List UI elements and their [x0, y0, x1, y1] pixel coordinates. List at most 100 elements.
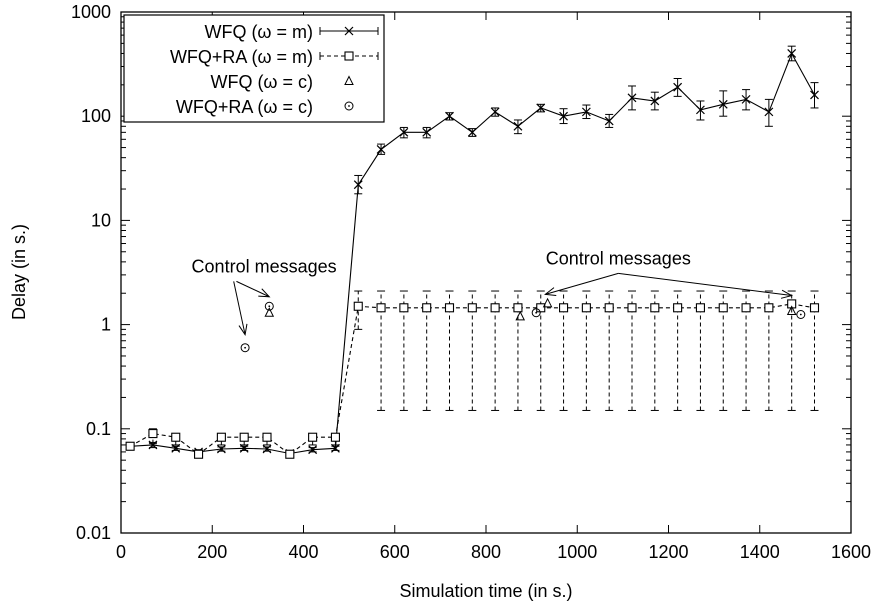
point-wfqra-m	[262, 432, 272, 442]
legend-label-wfq-c: WFQ (ω = c)	[210, 72, 313, 92]
errorbar-wfq-m	[764, 98, 773, 127]
y-axis-title: Delay (in s.)	[9, 224, 29, 320]
y-tick-label: 0.01	[76, 523, 111, 543]
point-wfqra-m	[559, 303, 569, 313]
legend-marker-wfq-m	[344, 26, 354, 36]
point-wfq-m	[559, 111, 568, 121]
x-tick-label: 0	[116, 542, 126, 562]
y-tick-label: 1	[101, 315, 111, 335]
point-wfq-m	[353, 180, 363, 190]
point-wfq-m	[399, 127, 409, 137]
point-wfqra-m	[148, 429, 158, 439]
x-tick-label: 800	[471, 542, 501, 562]
point-wfqra-m	[308, 432, 318, 442]
point-wfqra-m	[376, 303, 386, 313]
point-wfq-m	[604, 116, 614, 126]
legend: WFQ (ω = m) WFQ+RA (ω = m) WFQ (ω = c) W…	[123, 14, 385, 123]
legend-marker-wfqra-c	[344, 101, 354, 111]
point-wfq-m	[262, 444, 272, 454]
point-wfq-m	[627, 93, 637, 103]
point-wfqra-c	[240, 343, 250, 353]
point-wfqra-m	[171, 432, 181, 442]
series-wfq-m	[125, 45, 819, 458]
x-tick-label: 1000	[557, 542, 597, 562]
point-wfq-m	[239, 443, 249, 453]
x-tick-label: 1400	[740, 542, 780, 562]
annotation-arrow	[233, 281, 248, 337]
point-wfqra-m	[650, 303, 660, 313]
point-wfq-m	[581, 107, 591, 117]
errorbar-wfqra-m	[354, 290, 363, 330]
point-wfqra-m	[787, 299, 797, 309]
legend-box	[123, 14, 385, 123]
point-wfq-m	[445, 111, 454, 121]
legend-label-wfqra-c: WFQ+RA (ω = c)	[176, 97, 313, 117]
x-tick-label: 600	[380, 542, 410, 562]
x-tick-label: 400	[288, 542, 318, 562]
point-wfq-m	[787, 49, 797, 58]
y-tick-label: 0.1	[86, 419, 111, 439]
point-wfq-c	[786, 305, 797, 316]
point-wfq-m	[513, 121, 523, 131]
annotation-label: Control messages	[546, 248, 691, 268]
annotation-arrow	[544, 272, 619, 296]
point-wfq-m	[536, 103, 546, 113]
point-wfqra-m	[422, 303, 432, 313]
legend-marker-wfq-c	[344, 75, 354, 85]
point-wfqra-m	[239, 432, 249, 442]
point-wfqra-m	[718, 303, 728, 313]
y-tick-label: 100	[81, 106, 111, 126]
point-wfq-m	[171, 443, 181, 453]
point-wfq-m	[741, 94, 751, 104]
point-wfq-c	[515, 310, 526, 321]
annotation-layer: Control messages Control messages	[192, 248, 794, 337]
point-wfqra-m	[444, 303, 455, 313]
point-wfqra-m	[695, 303, 705, 313]
legend-key-wfqra-m	[319, 51, 379, 61]
point-wfq-m	[490, 107, 500, 117]
point-wfq-m	[331, 443, 340, 453]
axis-ticks: 0 200 400 600 800 1000 1200 1400 1600 0.01 0.1 1 10 1…	[71, 2, 871, 562]
errorbar-wfqra-m	[787, 290, 796, 411]
point-wfq-m	[650, 96, 660, 106]
point-wfqra-m	[399, 303, 409, 313]
point-wfqra-m	[764, 303, 774, 313]
point-wfqra-c	[264, 301, 274, 311]
point-wfq-m	[467, 127, 477, 137]
point-wfq-m	[696, 105, 705, 115]
point-wfq-m	[308, 445, 318, 455]
point-wfqra-m	[285, 449, 295, 459]
point-wfq-m	[216, 444, 226, 454]
y-tick-label: 10	[91, 210, 111, 230]
point-wfq-m	[422, 127, 432, 137]
point-wfq-m	[673, 82, 683, 92]
point-wfqra-m	[673, 303, 683, 313]
x-tick-label: 1600	[831, 542, 871, 562]
point-wfq-m	[810, 90, 819, 100]
point-wfqra-c	[796, 310, 806, 320]
point-wfqra-m	[467, 303, 477, 313]
x-tick-label: 1200	[648, 542, 688, 562]
point-wfqra-m	[194, 449, 204, 459]
annotation-label: Control messages	[192, 256, 337, 276]
point-wfq-c	[542, 297, 553, 308]
point-wfq-m	[148, 440, 158, 450]
point-wfqra-m	[741, 303, 751, 313]
x-axis-title: Simulation time (in s.)	[399, 581, 572, 601]
legend-label-wfq-m: WFQ (ω = m)	[204, 22, 313, 42]
point-wfqra-m	[627, 303, 637, 313]
legend-label-wfqra-m: WFQ+RA (ω = m)	[170, 47, 313, 67]
point-wfqra-m	[353, 301, 363, 311]
x-tick-label: 200	[197, 542, 227, 562]
point-wfq-m	[376, 144, 386, 154]
legend-marker-wfqra-m	[344, 51, 354, 61]
legend-keys	[319, 26, 379, 111]
point-wfq-c	[264, 307, 275, 317]
point-wfqra-m	[330, 432, 340, 442]
series-wfq-c	[264, 297, 797, 321]
point-wfqra-m	[513, 303, 523, 313]
point-wfqra-m	[581, 303, 591, 313]
point-wfqra-m	[604, 303, 614, 313]
